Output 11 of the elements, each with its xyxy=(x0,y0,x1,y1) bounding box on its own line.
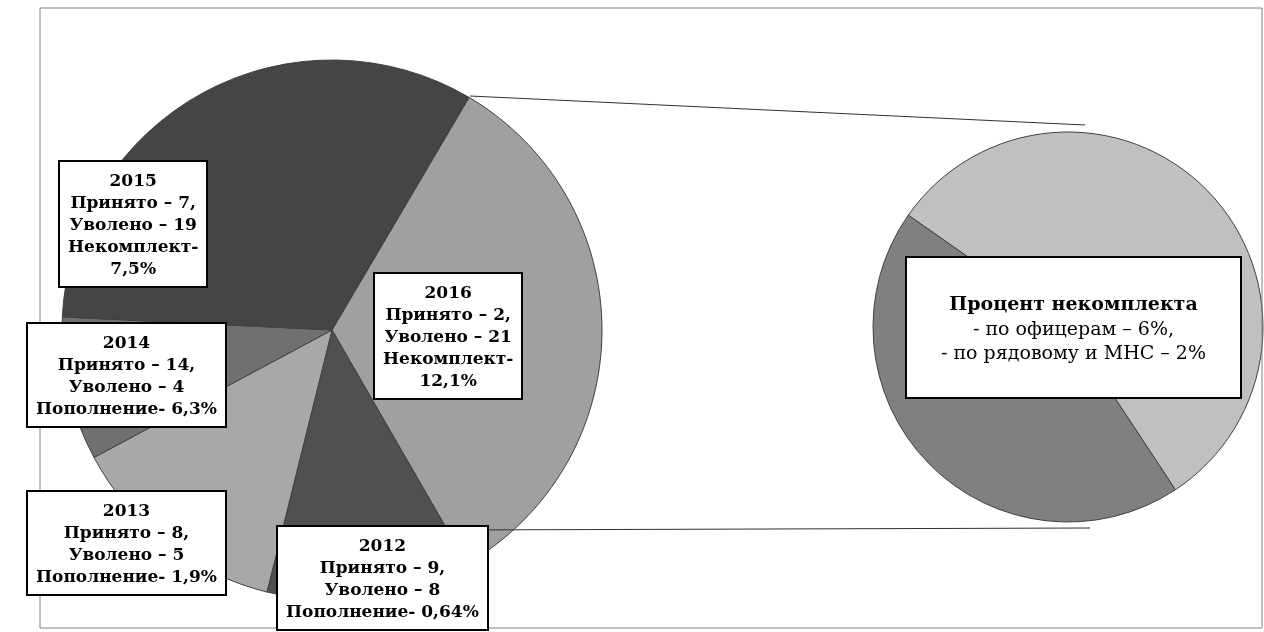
text: Принято – 9, Уволено – 8 Пополнение- 0,64% xyxy=(286,557,479,622)
slice-label: 2015 xyxy=(109,170,157,190)
text: Принято – 8, Уволено – 5 Пополнение- 1,9% xyxy=(36,522,217,587)
text: Принято – 2, Уволено – 21 Некомплект- 12,1% xyxy=(383,304,514,391)
slice-label: 2016 xyxy=(424,282,472,302)
slice-label: 2012 xyxy=(358,535,407,555)
slice-label: 2013 xyxy=(102,500,151,520)
text: Процент некомплекта - по офицерам – 6%, - по рядовому и МНС – 2% xyxy=(941,292,1207,364)
text: Принято – 7, Уволено – 19 Некомплект- 7,5% xyxy=(68,192,199,279)
slice-label: 2014 xyxy=(102,332,151,352)
text: Принято – 14, Уволено – 4 Пополнение- 6,3% xyxy=(36,354,217,419)
